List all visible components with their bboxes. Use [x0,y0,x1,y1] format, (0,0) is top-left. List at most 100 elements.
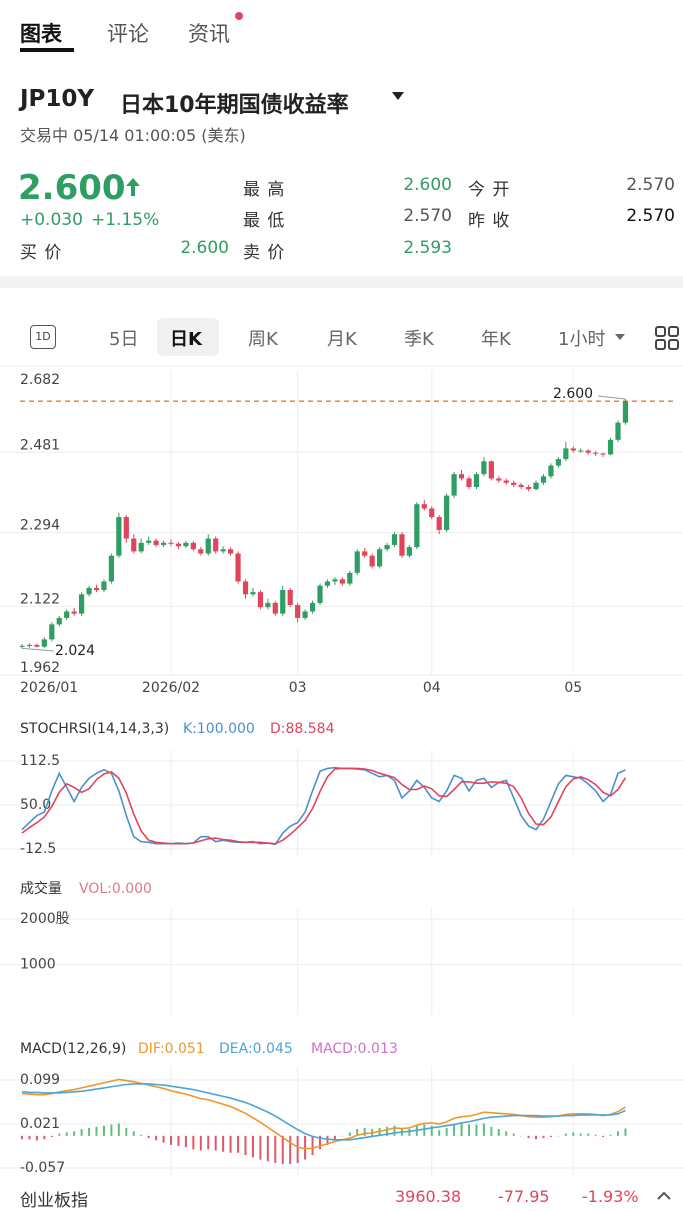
candle-body [302,611,308,618]
ticker-name[interactable]: 创业板指 [20,1191,88,1211]
macd-bar [505,1131,508,1136]
macd-bar [28,1135,31,1140]
instrument-name[interactable]: 日本10年期国债收益率 [120,93,349,118]
macd-bar [490,1126,493,1136]
macd-bar [117,1123,120,1136]
legend-entry: DIF:0.051 [138,1041,205,1057]
macd-bar [289,1135,292,1165]
macd-bar [95,1126,98,1136]
period-tab[interactable]: 5日 [109,329,139,350]
x-tick-label: 05 [564,680,582,696]
x-tick-label: 2026/01 [20,680,78,696]
annotation-leader [21,647,55,652]
candle-body [257,592,263,608]
macd-bar [482,1123,485,1136]
candle-body [429,508,435,518]
grid-icon[interactable] [655,326,679,350]
y-tick-label: 2.294 [20,518,60,534]
candle-body [49,624,55,640]
macd-bar [445,1127,448,1136]
candle-body [198,549,204,554]
period-tab[interactable]: 月K [327,329,357,350]
candle-body [228,549,234,554]
macd-bar [579,1133,582,1136]
stat-value: 2.570 [626,175,675,195]
period-tab[interactable]: 季K [404,329,434,350]
candle-body [466,478,472,488]
annotation-leader [597,395,626,400]
legend-entry: VOL:0.000 [79,881,152,897]
candle-body [280,590,286,614]
candle-body [79,594,85,614]
candle-body [64,611,70,618]
candle-body [563,448,569,460]
tab[interactable]: 资讯 [188,22,230,46]
dropdown-caret[interactable] [392,92,404,100]
macd-bar [192,1135,195,1150]
macd-bar [207,1135,210,1150]
up-arrow [126,178,140,196]
candle-body [399,534,405,556]
candle-body [444,495,450,530]
y-tick-label: 0.099 [20,1072,60,1088]
macd-bar [408,1129,411,1136]
macd-bar [356,1129,359,1136]
macd-bar [319,1135,321,1150]
panel-title: STOCHRSI(14,14,3,3) [20,721,169,737]
period-tab[interactable]: 1小时 [558,329,606,350]
candle-body [131,538,137,552]
candle-body [265,602,271,608]
stat-value: 2.600 [180,238,229,258]
x-tick-label: 2026/02 [142,680,200,696]
y-tick-label: 2000股 [20,911,70,927]
candle-body [250,592,256,595]
period-caret[interactable] [615,334,625,340]
macd-bar [237,1135,240,1153]
candle-body [71,611,77,614]
tab[interactable]: 评论 [107,22,149,46]
candle-body [473,474,480,488]
candle-body [205,538,211,554]
stat-value: 2.570 [403,206,452,226]
candle-body [600,453,606,455]
badge-dot [235,12,243,20]
intraday-icon[interactable]: 1D [30,325,56,349]
macd-bar [393,1125,396,1136]
macd-bar [21,1135,23,1140]
candle-body [242,581,249,595]
separator [0,276,683,288]
y-tick-label: 50.0 [20,797,51,813]
indicator-line [21,1083,626,1141]
stat-label: 今 开 [468,180,511,200]
legend-entry: MACD:0.013 [311,1041,398,1057]
period-tab[interactable]: 周K [248,329,278,350]
legend-entry: K:100.000 [183,721,255,737]
period-tab[interactable]: 日K [170,329,202,350]
macd-bar [430,1125,433,1136]
candle-body [384,544,390,550]
stat-label: 昨 收 [468,211,511,231]
candle-body [93,587,100,591]
change-pct: +1.15% [91,210,160,230]
tab[interactable]: 图表 [20,22,62,46]
x-tick-label: 04 [423,680,441,696]
candle-body [168,542,174,544]
macd-bar [304,1135,307,1160]
macd-bar [266,1135,269,1162]
candle-body [317,585,323,603]
candle-body [146,540,152,543]
y-tick-label: 1000 [20,957,56,973]
candle-body [190,542,196,550]
y-tick-label: 2.481 [20,437,60,453]
period-selected-bg [157,318,219,356]
macd-bar [281,1135,284,1165]
candle-body [518,484,524,488]
symbol: JP10Y [20,86,95,112]
candle-body [540,476,547,483]
expand-caret[interactable] [656,1190,672,1200]
macd-bar [170,1135,172,1145]
candle-body [578,450,584,452]
candle-body [570,448,576,451]
candle-body [138,542,144,552]
period-tab[interactable]: 年K [481,329,511,350]
